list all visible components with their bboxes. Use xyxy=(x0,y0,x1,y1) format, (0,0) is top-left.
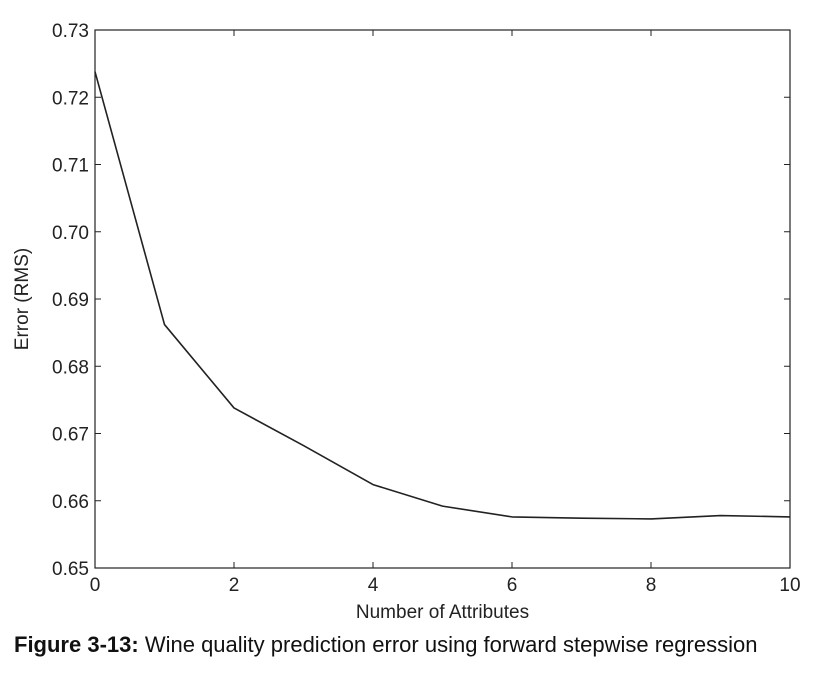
figure-caption: Figure 3-13: Wine quality prediction err… xyxy=(14,632,809,658)
axis-ticks xyxy=(94,29,791,569)
y-tick-label: 0.65 xyxy=(52,559,89,580)
plot-area-frame xyxy=(94,29,791,569)
y-tick-label: 0.71 xyxy=(52,156,89,177)
y-tick-label: 0.73 xyxy=(52,21,89,42)
y-tick-label: 0.66 xyxy=(52,492,89,513)
y-tick-label: 0.72 xyxy=(52,88,89,109)
axis-tick-labels: 0 2 4 6 8 10 0.65 0.66 0.67 0.68 0.69 0.70 0.71 0.72 0… xyxy=(52,21,801,596)
figure-caption-text: Wine quality prediction error using forw… xyxy=(144,632,758,657)
y-tick-label: 0.68 xyxy=(52,357,89,378)
y-axis-label: Error (RMS) xyxy=(12,248,33,350)
series-group xyxy=(94,71,791,520)
x-tick-label: 6 xyxy=(507,575,518,596)
x-tick-label: 10 xyxy=(779,575,800,596)
x-tick-label: 2 xyxy=(229,575,240,596)
figure-caption-label: Figure 3-13: xyxy=(14,632,139,657)
x-axis-label: Number of Attributes xyxy=(356,602,529,623)
x-tick-label: 8 xyxy=(646,575,657,596)
series-line xyxy=(94,71,791,520)
x-tick-label: 4 xyxy=(368,575,379,596)
y-tick-label: 0.69 xyxy=(52,290,89,311)
y-tick-label: 0.67 xyxy=(52,425,89,446)
line-chart: 0 2 4 6 8 10 0.65 0.66 0.67 0.68 0.69 0.70 0.71 0.72 0… xyxy=(12,21,801,623)
x-tick-label: 0 xyxy=(90,575,101,596)
y-tick-label: 0.70 xyxy=(52,223,89,244)
